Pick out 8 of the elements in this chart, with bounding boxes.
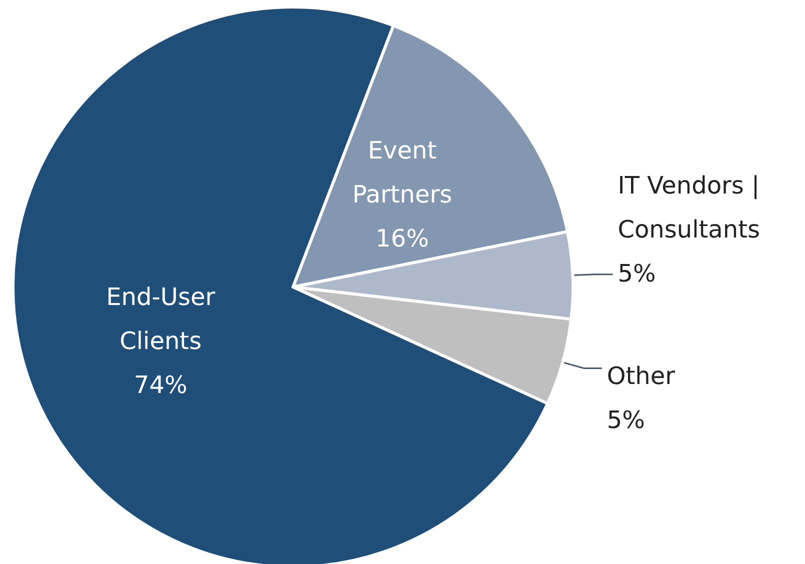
data-label: 5%	[606, 406, 645, 434]
slice-label: End-User Clients	[106, 283, 216, 356]
data-label: 5%	[618, 259, 656, 288]
slice-label: Event Partners	[352, 136, 452, 209]
data-label: 16%	[376, 224, 429, 253]
slice-label: IT Vendors | Consultants	[618, 171, 760, 244]
slice-label: Other	[606, 362, 676, 390]
data-label: 74%	[134, 371, 188, 400]
